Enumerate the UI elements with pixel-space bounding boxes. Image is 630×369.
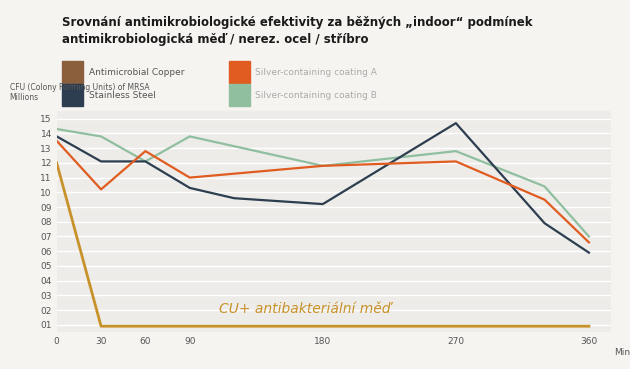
Text: Stainless Steel: Stainless Steel (89, 91, 156, 100)
FancyBboxPatch shape (229, 84, 249, 106)
Text: CU+ antibakteriální měď: CU+ antibakteriální měď (219, 301, 391, 315)
Text: CFU (Colony Forming Units) of MRSA
Millions: CFU (Colony Forming Units) of MRSA Milli… (9, 83, 149, 102)
FancyBboxPatch shape (229, 61, 249, 83)
Text: Silver-containing coating B: Silver-containing coating B (255, 91, 377, 100)
Text: Antimicrobial Copper: Antimicrobial Copper (89, 68, 185, 77)
Text: Silver-containing coating A: Silver-containing coating A (255, 68, 377, 77)
FancyBboxPatch shape (62, 61, 83, 83)
Text: Minutes: Minutes (614, 348, 630, 356)
FancyBboxPatch shape (62, 84, 83, 106)
Text: Srovnání antimikrobiologické efektivity za běžných „indoor“ podmínek
antimikrobi: Srovnání antimikrobiologické efektivity … (62, 16, 533, 46)
